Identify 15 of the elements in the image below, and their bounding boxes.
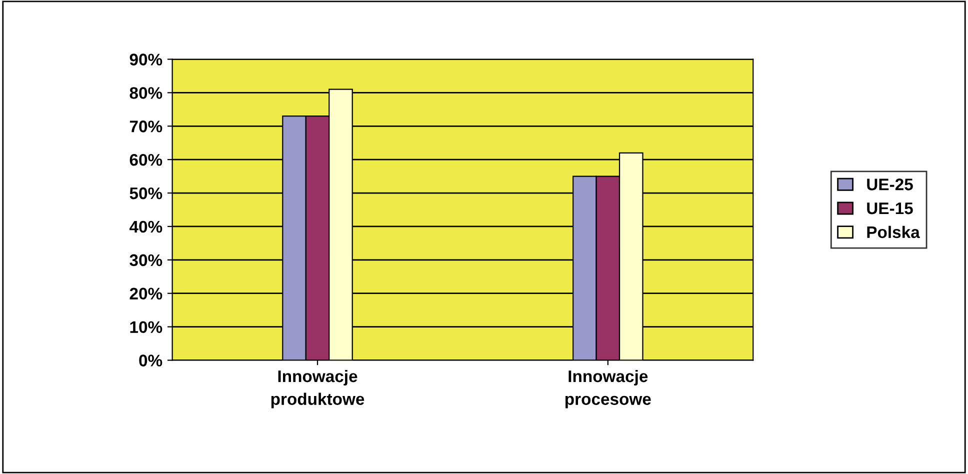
y-tick-label: 60% (130, 154, 162, 166)
y-tick-label: 90% (130, 54, 162, 66)
y-tick-label: 30% (130, 254, 162, 266)
legend-label: UE-25 (867, 178, 913, 190)
y-tick-label: 40% (129, 220, 162, 233)
y-tick-label: 70% (130, 120, 162, 132)
y-tick-label: 50% (130, 187, 162, 200)
y-tick-label: 0% (139, 354, 162, 366)
y-tick-label: 20% (130, 288, 162, 300)
x-tick-label: Innowacje procesowe (565, 370, 651, 408)
y-tick-label: 80% (130, 87, 162, 99)
y-tick-label: 10% (130, 321, 162, 333)
legend-label: Polska (867, 226, 920, 238)
legend-label: UE-15 (867, 202, 913, 214)
x-tick-label: Innowacje produktowe (271, 370, 364, 408)
